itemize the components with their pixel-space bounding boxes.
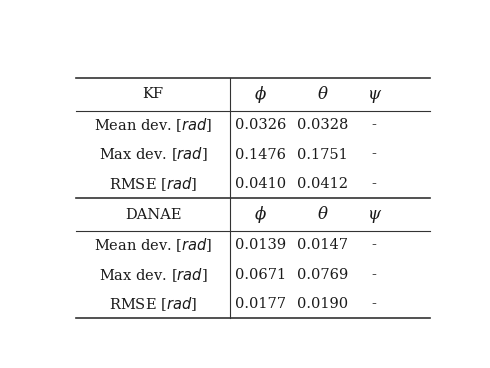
Text: ψ: ψ: [368, 86, 380, 103]
Text: Max dev. [$\mathit{rad}$]: Max dev. [$\mathit{rad}$]: [99, 146, 208, 163]
Text: -: -: [371, 118, 376, 132]
Text: θ: θ: [318, 86, 328, 103]
Text: ϕ: ϕ: [255, 206, 267, 223]
Text: 0.0412: 0.0412: [297, 177, 348, 191]
Text: 0.0410: 0.0410: [235, 177, 287, 191]
Text: DANAE: DANAE: [125, 208, 181, 222]
Text: 0.0769: 0.0769: [297, 268, 348, 282]
Text: θ: θ: [318, 206, 328, 223]
Text: 0.0328: 0.0328: [297, 118, 348, 132]
Text: ψ: ψ: [368, 206, 380, 223]
Text: RMSE [$\mathit{rad}$]: RMSE [$\mathit{rad}$]: [109, 295, 197, 313]
Text: ϕ: ϕ: [255, 86, 267, 103]
Text: -: -: [371, 148, 376, 162]
Text: KF: KF: [143, 88, 164, 102]
Text: 0.0326: 0.0326: [235, 118, 287, 132]
Text: 0.1751: 0.1751: [297, 148, 348, 162]
Text: -: -: [371, 238, 376, 252]
Text: 0.0177: 0.0177: [236, 297, 287, 311]
Text: 0.0190: 0.0190: [297, 297, 348, 311]
Text: 0.0671: 0.0671: [235, 268, 287, 282]
Text: Mean dev. [$\mathit{rad}$]: Mean dev. [$\mathit{rad}$]: [94, 237, 213, 254]
Text: -: -: [371, 297, 376, 311]
Text: -: -: [371, 268, 376, 282]
Text: 0.0139: 0.0139: [235, 238, 287, 252]
Text: Mean dev. [$\mathit{rad}$]: Mean dev. [$\mathit{rad}$]: [94, 116, 213, 134]
Text: 0.0147: 0.0147: [297, 238, 348, 252]
Text: -: -: [371, 177, 376, 191]
Text: 0.1476: 0.1476: [236, 148, 287, 162]
Text: Max dev. [$\mathit{rad}$]: Max dev. [$\mathit{rad}$]: [99, 266, 208, 284]
Text: RMSE [$\mathit{rad}$]: RMSE [$\mathit{rad}$]: [109, 175, 197, 192]
